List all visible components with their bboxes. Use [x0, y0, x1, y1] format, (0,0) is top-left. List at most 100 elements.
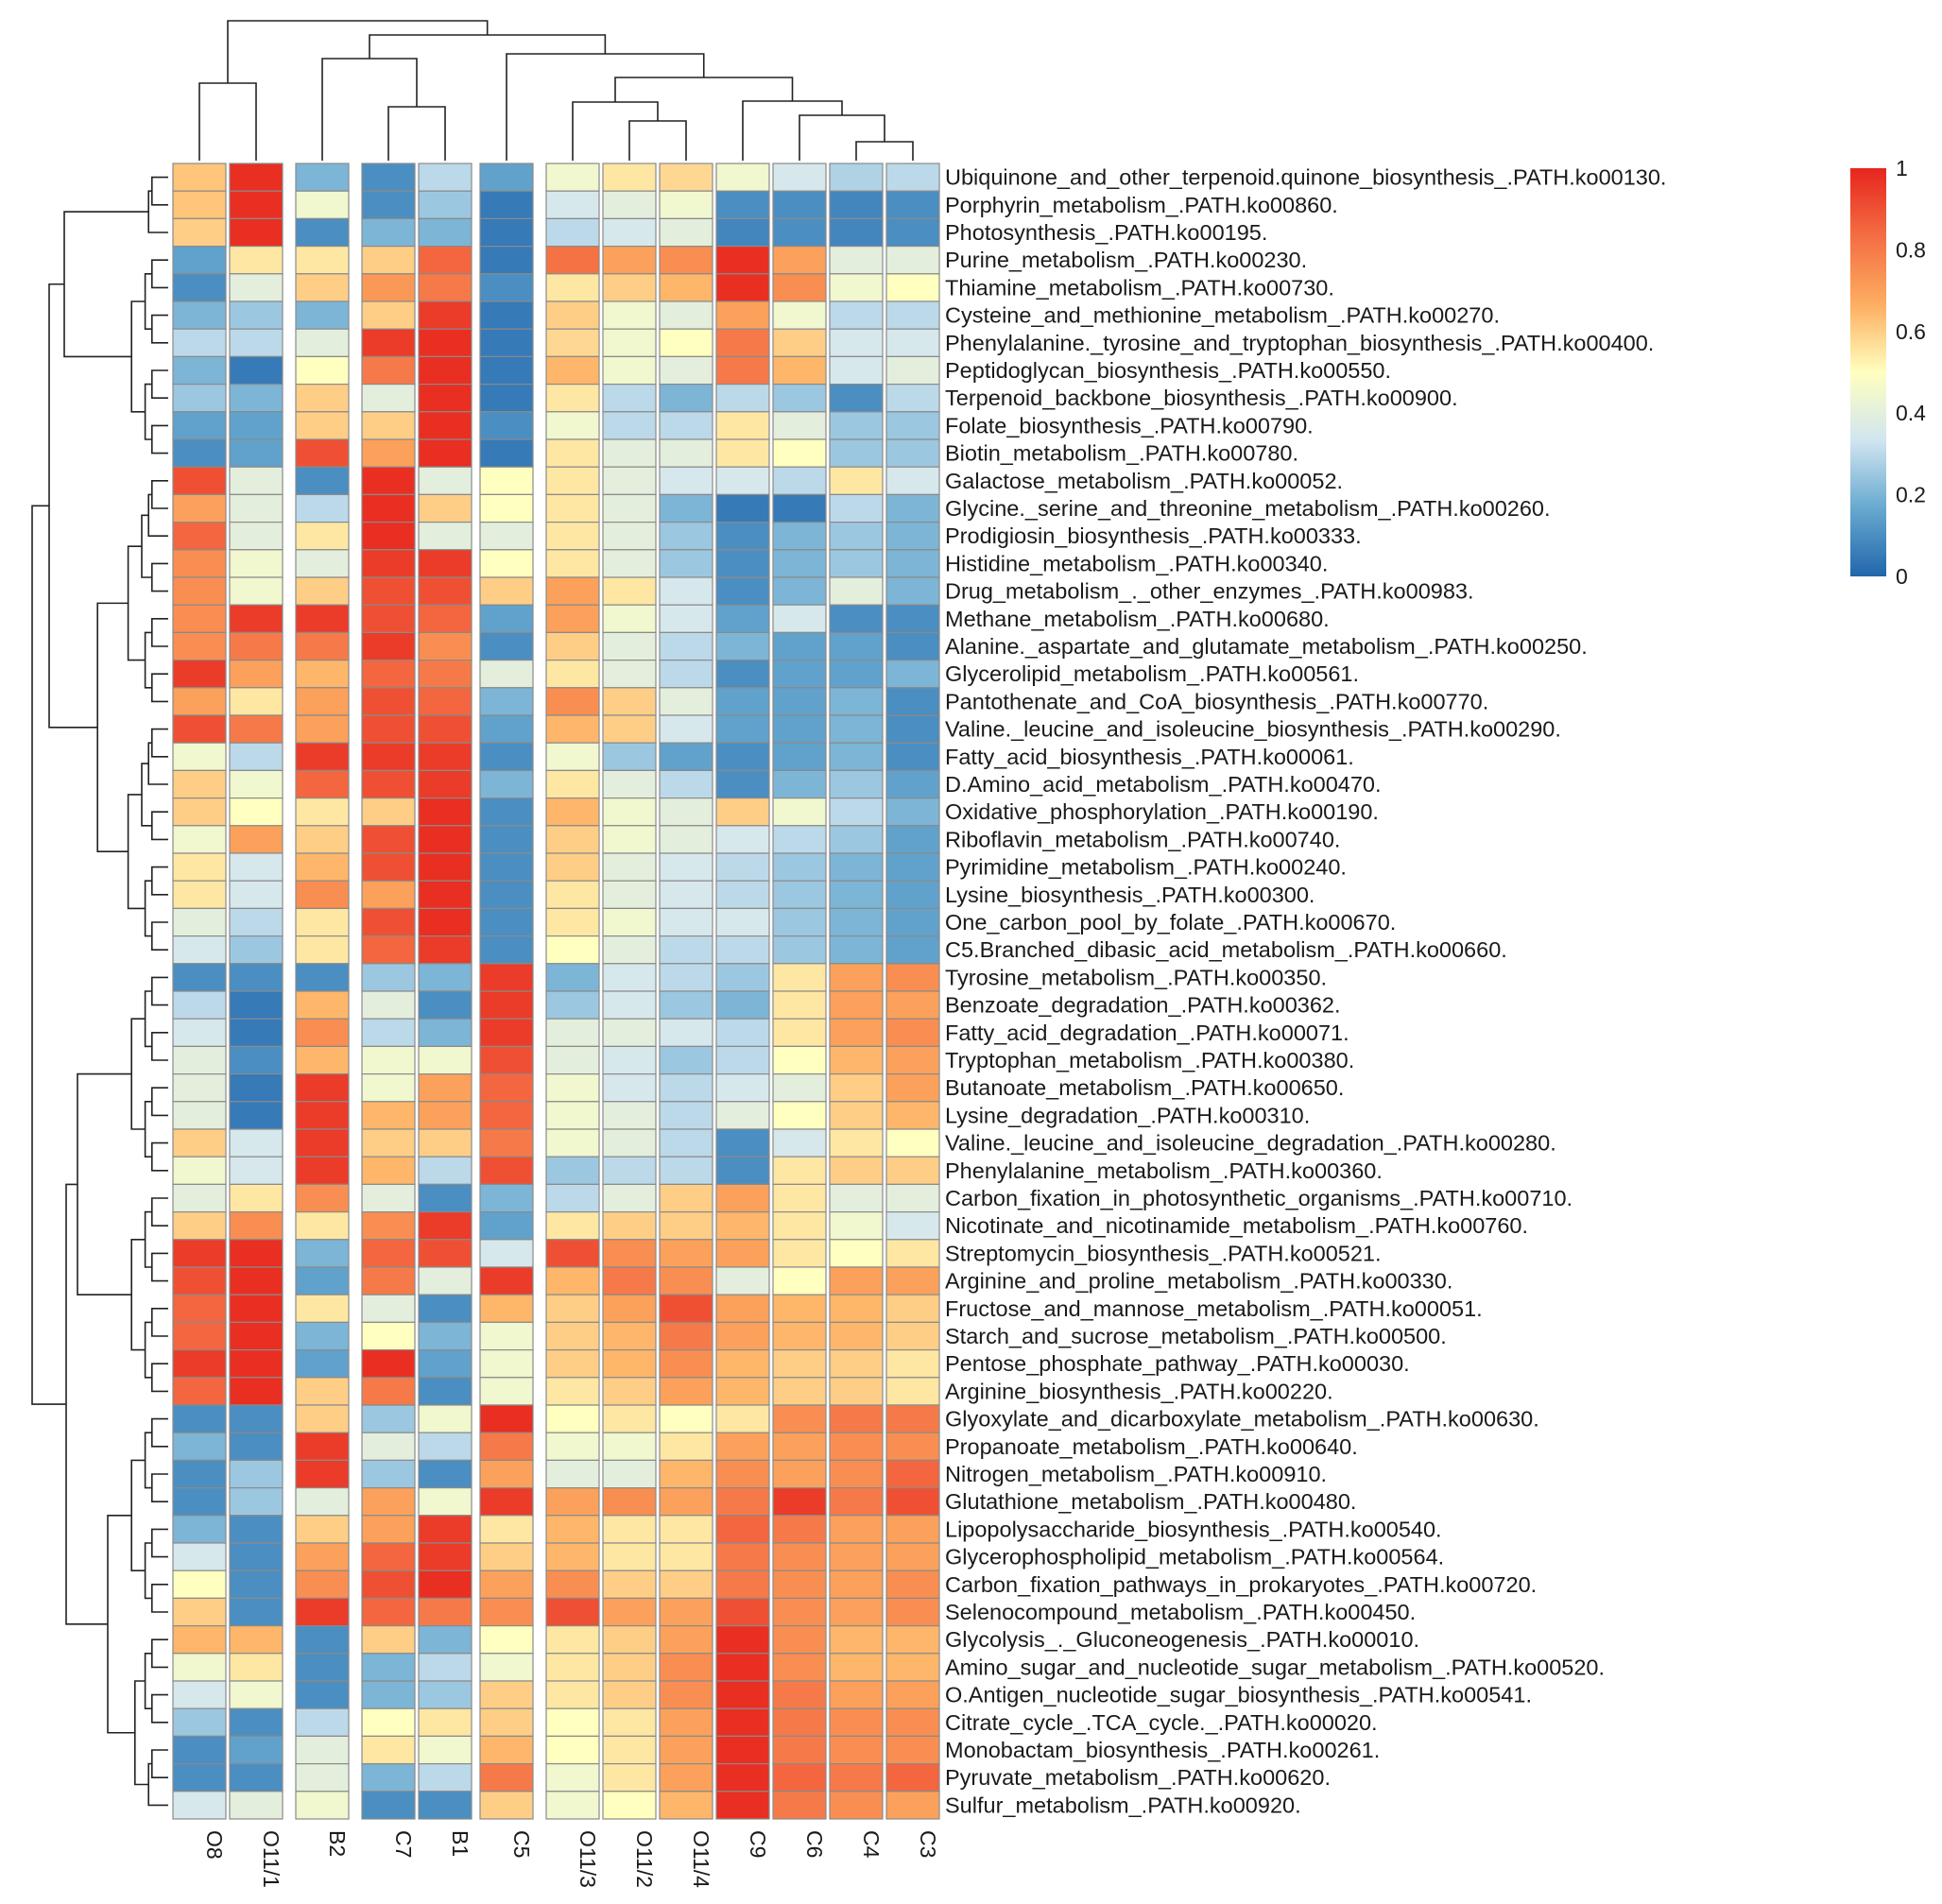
heatmap-cell — [479, 687, 534, 716]
heatmap-cell — [418, 1294, 473, 1323]
heatmap-cell — [361, 714, 416, 744]
heatmap-cell — [418, 217, 473, 248]
heatmap-cell — [715, 1597, 770, 1627]
heatmap-cell — [295, 1321, 350, 1351]
heatmap-cell — [829, 1239, 884, 1268]
heatmap-cell — [418, 384, 473, 413]
heatmap-cell — [295, 604, 350, 634]
heatmap-cell — [479, 1377, 534, 1406]
heatmap-cell — [659, 521, 713, 551]
heatmap-cell — [545, 466, 600, 496]
heatmap-cell — [772, 1459, 827, 1489]
heatmap-cell — [602, 1791, 657, 1820]
heatmap-cell — [545, 1459, 600, 1489]
heatmap-cell — [229, 1432, 284, 1461]
heatmap-cell — [772, 163, 827, 192]
heatmap-cell — [659, 1707, 713, 1737]
heatmap-cell — [418, 1762, 473, 1793]
heatmap-cell — [418, 438, 473, 468]
heatmap-cell — [772, 438, 827, 468]
heatmap-cell — [295, 1348, 350, 1379]
heatmap-cell — [545, 1542, 600, 1571]
heatmap-cell — [545, 1239, 600, 1268]
heatmap-cell — [361, 1486, 416, 1517]
heatmap-cell — [479, 384, 534, 413]
heatmap-cell — [295, 1266, 350, 1295]
heatmap-cell — [418, 880, 473, 910]
heatmap-cell — [715, 880, 770, 910]
heatmap-cell — [479, 631, 534, 661]
heatmap-cell — [545, 631, 600, 661]
heatmap-cell — [172, 163, 227, 192]
heatmap-cell — [602, 714, 657, 744]
heatmap-cell — [715, 1570, 770, 1599]
heatmap-cell — [295, 880, 350, 910]
column-label: C9 — [746, 1830, 770, 1858]
heatmap-cell — [715, 604, 770, 634]
heatmap-cell — [885, 1404, 940, 1433]
heatmap-cell — [602, 1348, 657, 1379]
row-label: Galactose_metabolism_.PATH.ko00052. — [945, 469, 1343, 493]
heatmap-cell — [172, 1239, 227, 1268]
row-label: One_carbon_pool_by_folate_.PATH.ko00670. — [945, 910, 1396, 935]
column-label: C7 — [391, 1830, 416, 1858]
dendrogram-branch — [130, 300, 146, 413]
heatmap-cell — [479, 825, 534, 854]
heatmap-cell — [172, 1432, 227, 1461]
heatmap-cell — [659, 659, 713, 689]
heatmap-cell — [772, 1597, 827, 1627]
heatmap-cell — [229, 1239, 284, 1268]
dendrogram-branch — [572, 101, 659, 161]
heatmap-cell — [295, 1183, 350, 1213]
heatmap-cell — [361, 411, 416, 440]
heatmap-cell — [715, 1624, 770, 1655]
dendrogram-branch — [151, 1417, 168, 1448]
heatmap-cell — [545, 549, 600, 578]
heatmap-cell — [715, 1791, 770, 1820]
heatmap-cell — [602, 300, 657, 330]
heatmap-cell — [545, 825, 600, 854]
dendrogram-branch — [144, 383, 152, 440]
heatmap-cell — [361, 1762, 416, 1793]
heatmap-cell — [885, 355, 940, 386]
heatmap-cell — [715, 1377, 770, 1406]
heatmap-cell — [602, 742, 657, 772]
heatmap-cell — [885, 1156, 940, 1185]
heatmap-cell — [418, 1542, 473, 1571]
heatmap-cell — [602, 880, 657, 910]
dendrogram-branch — [628, 120, 687, 161]
heatmap-cell — [602, 1156, 657, 1185]
heatmap-cell — [229, 687, 284, 716]
heatmap-cell — [715, 1294, 770, 1323]
heatmap-cell — [829, 411, 884, 440]
row-label: Propanoate_metabolism_.PATH.ko00640. — [945, 1434, 1358, 1459]
heatmap-cell — [715, 825, 770, 854]
heatmap-cell — [172, 493, 227, 523]
heatmap-cell — [829, 687, 884, 716]
heatmap-cell — [772, 493, 827, 523]
heatmap-cell — [772, 1377, 827, 1406]
heatmap-cell — [715, 714, 770, 744]
heatmap-cell — [829, 384, 884, 413]
heatmap-cell — [418, 1515, 473, 1544]
heatmap-cell — [361, 659, 416, 689]
heatmap-cell — [361, 384, 416, 413]
heatmap-cell — [172, 769, 227, 799]
heatmap-cell — [418, 1624, 473, 1655]
heatmap-cell — [172, 576, 227, 606]
row-label: Glyoxylate_and_dicarboxylate_metabolism_… — [945, 1407, 1539, 1432]
heatmap-cell — [659, 1735, 713, 1765]
heatmap-cell — [229, 384, 284, 413]
heatmap-cell — [829, 1210, 884, 1241]
heatmap-cell — [829, 963, 884, 992]
heatmap-cell — [659, 438, 713, 468]
dendrogram-branch — [151, 424, 168, 455]
heatmap-cell — [772, 687, 827, 716]
heatmap-cell — [545, 1018, 600, 1047]
heatmap-cell — [418, 1707, 473, 1737]
heatmap-cell — [715, 190, 770, 219]
heatmap-cell — [545, 1045, 600, 1075]
heatmap-cell — [885, 438, 940, 468]
heatmap-cell — [172, 1653, 227, 1682]
column-labels: O8 O11/1 B2 C7 B1 C5 O11/3 O11/2 O11/4 C9 C6 C4 C3 — [202, 1830, 940, 1888]
